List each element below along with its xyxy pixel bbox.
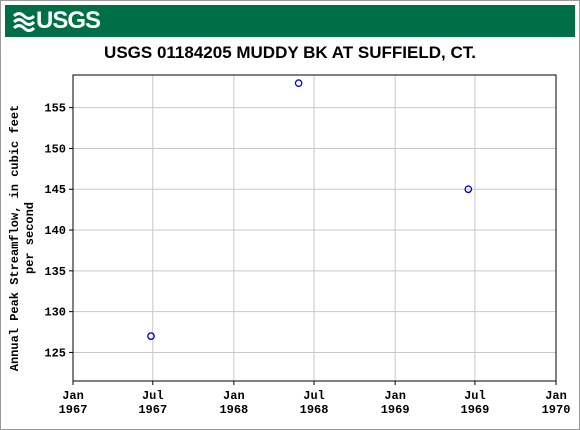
x-tick-label: Jul — [464, 389, 486, 403]
x-tick-label: Jan — [223, 389, 245, 403]
x-tick-label-year: 1970 — [542, 403, 571, 417]
y-tick-label: 125 — [44, 346, 66, 360]
x-tick-label-year: 1967 — [138, 403, 167, 417]
y-tick-label: 155 — [44, 102, 66, 116]
y-axis-label: per second — [23, 202, 37, 274]
y-tick-label: 140 — [44, 224, 66, 238]
usgs-logo: USGS — [13, 7, 101, 34]
x-tick-label-year: 1968 — [219, 403, 248, 417]
data-point — [294, 79, 303, 88]
y-tick-label: 150 — [44, 142, 66, 156]
y-tick-label: 135 — [44, 265, 66, 279]
x-tick-label-year: 1969 — [381, 403, 410, 417]
x-tick-label: Jan — [545, 389, 567, 403]
x-tick-label: Jan — [62, 389, 84, 403]
usgs-banner: USGS — [5, 5, 575, 37]
x-tick-label-year: 1969 — [461, 403, 490, 417]
x-tick-label: Jul — [303, 389, 325, 403]
data-point — [464, 185, 473, 194]
x-tick-label: Jul — [142, 389, 164, 403]
x-tick-label: Jan — [384, 389, 406, 403]
y-tick-label: 145 — [44, 183, 66, 197]
x-tick-label-year: 1968 — [300, 403, 329, 417]
y-axis-label: Annual Peak Streamflow, in cubic feet — [8, 105, 22, 371]
chart-title: USGS 01184205 MUDDY BK AT SUFFIELD, CT. — [104, 43, 476, 62]
x-tick-label-year: 1967 — [59, 403, 88, 417]
usgs-wave-icon — [13, 12, 35, 32]
usgs-logo-text: USGS — [36, 7, 101, 34]
data-point — [147, 332, 155, 340]
y-tick-label: 130 — [44, 306, 66, 320]
